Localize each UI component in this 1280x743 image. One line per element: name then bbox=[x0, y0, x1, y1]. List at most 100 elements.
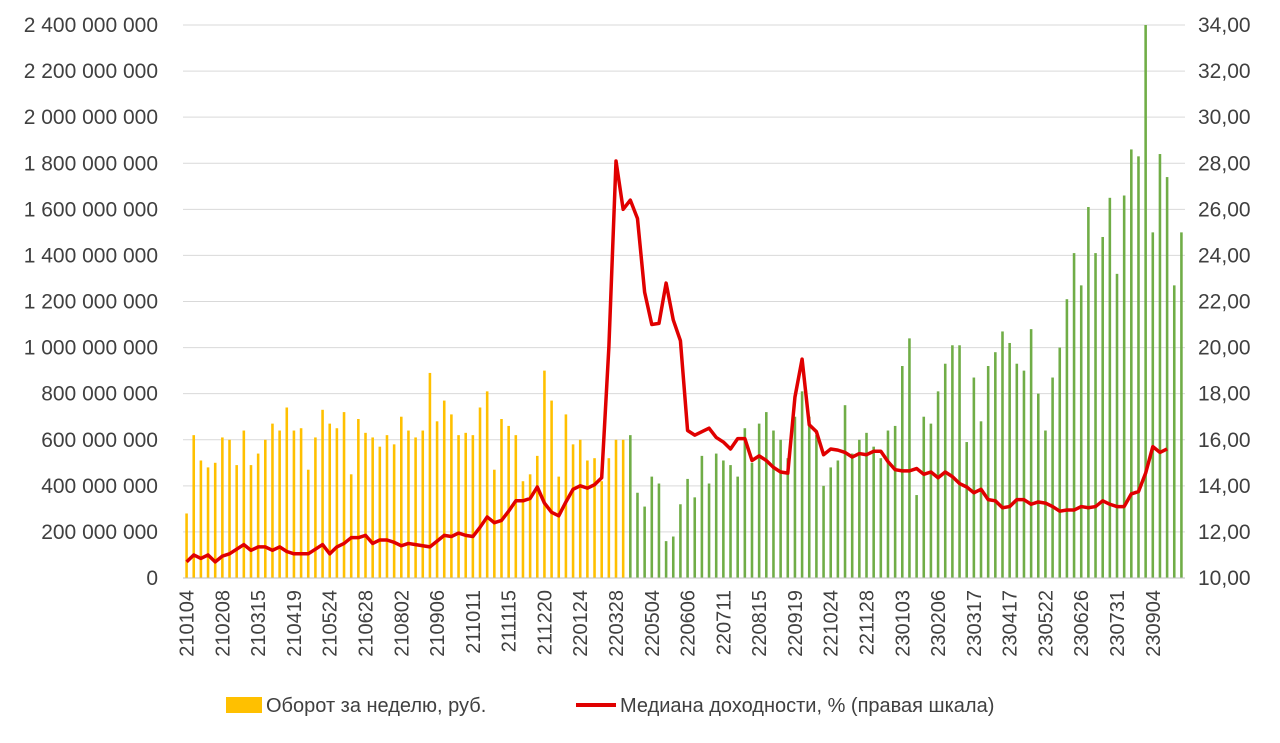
turnover-bar bbox=[285, 407, 289, 578]
turnover-bar bbox=[278, 430, 281, 578]
turnover-bar bbox=[256, 453, 260, 578]
turnover-bar bbox=[535, 455, 539, 578]
turnover-bar bbox=[693, 497, 697, 578]
turnover-bar bbox=[865, 432, 868, 578]
turnover-bar bbox=[1108, 197, 1112, 578]
turnover-bar bbox=[321, 409, 324, 578]
legend: Оборот за неделю, руб. Медиана доходност… bbox=[226, 695, 994, 717]
x-tick-label: 220919 bbox=[785, 590, 807, 657]
turnover-bar bbox=[1151, 232, 1155, 578]
turnover-bar bbox=[1180, 232, 1183, 578]
x-tick-label: 211220 bbox=[534, 590, 556, 655]
turnover-bar bbox=[1065, 299, 1069, 578]
x-tick-label: 210906 bbox=[427, 590, 449, 657]
turnover-bar bbox=[342, 412, 346, 578]
turnover-bar bbox=[621, 439, 625, 578]
turnover-bar bbox=[450, 414, 453, 578]
turnover-bar bbox=[435, 421, 439, 578]
turnover-bar bbox=[886, 430, 890, 578]
turnover-bar bbox=[707, 483, 711, 578]
turnover-bar bbox=[264, 439, 267, 578]
turnover-bar bbox=[528, 474, 532, 578]
x-axis-ticks: 210104 210208 210315 210419 210524 210628 2108… bbox=[177, 590, 1165, 657]
turnover-bar bbox=[679, 504, 682, 578]
turnover-bar bbox=[1029, 329, 1033, 578]
turnover-bar bbox=[979, 421, 983, 578]
right-tick-label: 16,00 bbox=[1198, 429, 1251, 452]
turnover-bar bbox=[700, 455, 704, 578]
turnover-bar bbox=[951, 345, 954, 578]
turnover-bar bbox=[185, 513, 188, 578]
turnover-bar bbox=[800, 391, 804, 578]
turnover-bar bbox=[936, 391, 940, 578]
turnover-bar bbox=[500, 419, 503, 578]
turnover-bar bbox=[614, 439, 618, 578]
x-tick-label: 220815 bbox=[749, 590, 771, 657]
right-tick-label: 30,00 bbox=[1198, 106, 1251, 129]
x-tick-label: 220711 bbox=[713, 590, 735, 655]
turnover-bar bbox=[228, 439, 231, 578]
turnover-bar bbox=[772, 430, 775, 578]
turnover-bar bbox=[242, 430, 246, 578]
left-tick-label: 600 000 000 bbox=[41, 429, 158, 452]
turnover-bar bbox=[192, 435, 196, 578]
left-tick-label: 1 800 000 000 bbox=[24, 152, 158, 175]
turnover-bar bbox=[586, 460, 589, 578]
x-tick-label: 211115 bbox=[499, 590, 521, 652]
turnover-bar bbox=[750, 462, 754, 578]
right-tick-label: 10,00 bbox=[1198, 567, 1251, 590]
turnover-bars bbox=[185, 25, 1183, 579]
turnover-bar bbox=[1015, 363, 1019, 578]
turnover-bar bbox=[850, 453, 854, 578]
turnover-bar bbox=[1165, 177, 1169, 578]
turnover-bar bbox=[671, 536, 675, 578]
left-tick-label: 200 000 000 bbox=[41, 521, 158, 544]
turnover-bar bbox=[879, 458, 883, 578]
x-tick-label: 221128 bbox=[857, 590, 879, 655]
turnover-bar bbox=[314, 437, 317, 578]
right-tick-label: 12,00 bbox=[1198, 521, 1251, 544]
legend-label-line: Медиана доходности, % (правая шкала) bbox=[620, 695, 994, 717]
turnover-bar bbox=[972, 377, 976, 578]
turnover-bar bbox=[1079, 285, 1083, 578]
turnover-bar bbox=[292, 430, 296, 578]
turnover-bar bbox=[507, 425, 510, 578]
turnover-bar bbox=[793, 416, 797, 578]
turnover-bar bbox=[636, 492, 639, 578]
x-tick-label: 211011 bbox=[463, 590, 485, 654]
turnover-bar bbox=[392, 444, 396, 578]
turnover-bar bbox=[471, 435, 475, 578]
left-tick-label: 400 000 000 bbox=[41, 475, 158, 498]
right-tick-label: 14,00 bbox=[1198, 475, 1251, 498]
turnover-bar bbox=[829, 467, 833, 578]
turnover-bar bbox=[1122, 195, 1126, 578]
turnover-bar bbox=[485, 391, 489, 578]
turnover-bar bbox=[593, 458, 596, 578]
turnover-bar bbox=[722, 460, 725, 578]
turnover-bar bbox=[1144, 25, 1147, 578]
turnover-bar bbox=[743, 428, 747, 578]
turnover-bar bbox=[271, 423, 274, 578]
turnover-bar bbox=[235, 465, 238, 578]
turnover-bar bbox=[578, 439, 582, 578]
turnover-bar bbox=[686, 478, 689, 578]
turnover-bar bbox=[600, 481, 603, 578]
turnover-bar bbox=[815, 435, 818, 578]
right-tick-label: 18,00 bbox=[1198, 383, 1251, 406]
turnover-bar bbox=[1022, 370, 1026, 578]
turnover-bar bbox=[908, 338, 911, 578]
turnover-bar bbox=[335, 428, 339, 578]
turnover-bar bbox=[371, 437, 374, 578]
turnover-bar bbox=[1087, 207, 1090, 578]
yield-line bbox=[185, 159, 1168, 564]
right-tick-label: 22,00 bbox=[1198, 291, 1251, 314]
turnover-bar bbox=[543, 370, 546, 578]
left-tick-label: 1 200 000 000 bbox=[24, 291, 158, 314]
right-axis-ticks: 10,00 12,00 14,00 16,00 18,00 20,00 22,00 24,00… bbox=[1198, 14, 1251, 590]
legend-label-bars: Оборот за неделю, руб. bbox=[266, 695, 486, 717]
turnover-bar bbox=[757, 423, 761, 578]
x-tick-label: 210628 bbox=[356, 590, 378, 657]
right-tick-label: 24,00 bbox=[1198, 244, 1251, 267]
turnover-bar bbox=[650, 476, 654, 578]
turnover-bar bbox=[400, 416, 403, 578]
